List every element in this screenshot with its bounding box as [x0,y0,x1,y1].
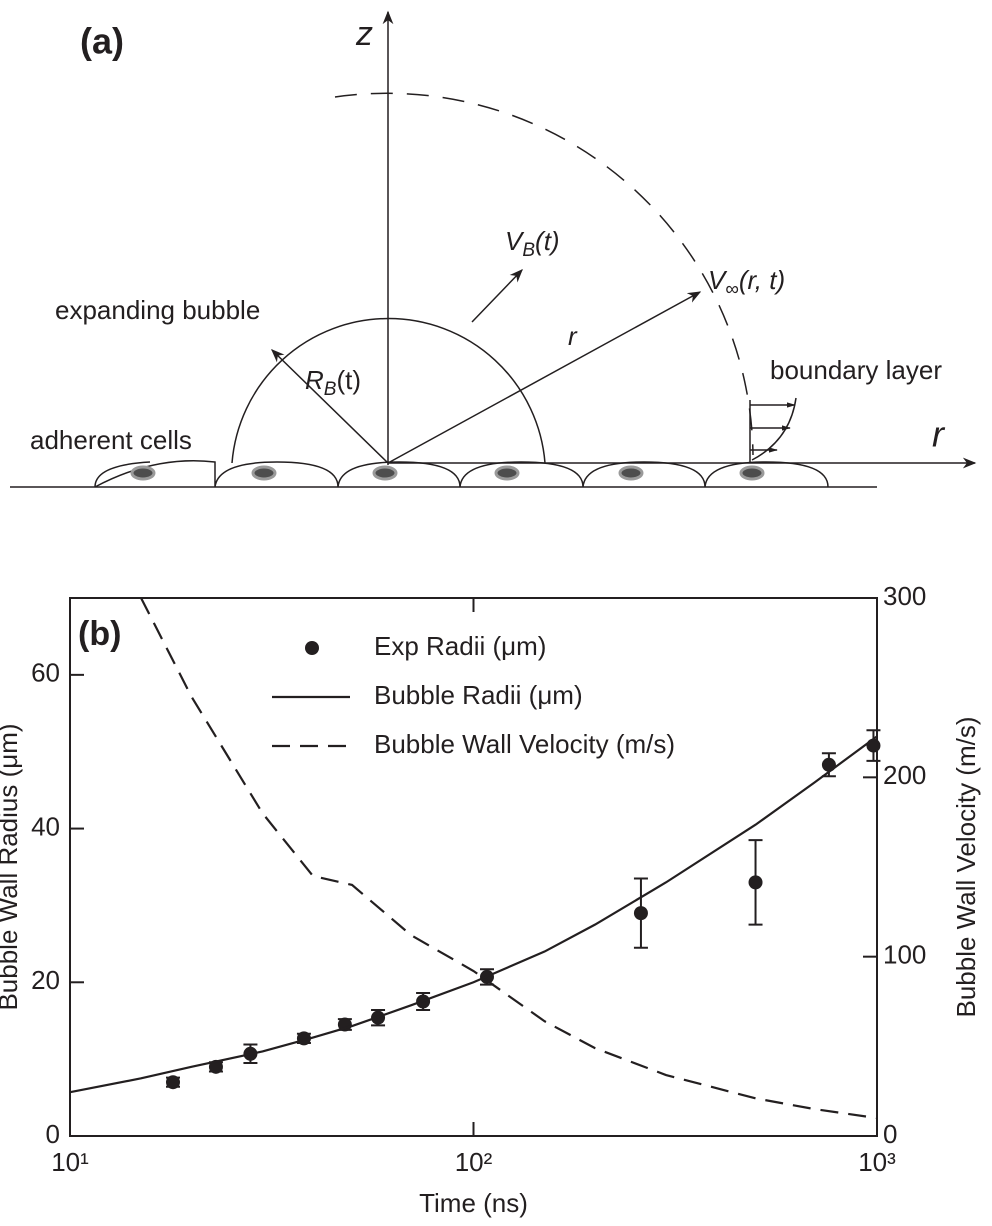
radius-arrow [271,349,389,464]
y2-tick-label: 100 [883,940,926,970]
series-line [69,735,878,1094]
panel-label: (a) [80,21,124,62]
wall-velocity-label: VB(t) [505,226,560,261]
panel-label: (b) [78,615,121,653]
y2-tick-label: 0 [883,1119,897,1149]
data-point [166,1075,181,1090]
argument: (t) [336,365,361,395]
y2-tick-label: 300 [883,581,926,611]
data-point [821,757,836,772]
y2-tick-label: 200 [883,760,926,790]
legend-label: Exp Radii (μm) [374,631,546,661]
argument: (t) [535,226,560,256]
y-axis-label: Bubble Wall Radius (μm) [0,723,23,1010]
cells-label: adherent cells [30,425,192,455]
radius-label: r [568,321,578,351]
x-tick-label: 10¹ [51,1147,89,1177]
legend-label: Bubble Wall Velocity (m/s) [374,729,675,759]
subscript: ∞ [725,279,739,300]
nuclei [130,465,765,481]
axis-label: r [932,414,946,455]
diagram [10,10,977,488]
symbol: V [505,226,525,256]
velocity-arrow [471,269,523,323]
x-tick-label: 10² [455,1147,493,1177]
bubble-radius-label: RB(t) [305,365,361,400]
series-line [140,597,878,1120]
bubble-label: expanding bubble [55,295,260,325]
symbol: V [708,265,728,295]
y-tick-label: 60 [31,658,60,688]
far-velocity-label: V∞(r, t) [708,265,785,300]
argument: (r, t) [739,265,785,295]
data-point [633,906,648,921]
legend-symbol [305,641,319,655]
data-point [748,875,763,890]
r-arrow [387,291,702,464]
cells [94,460,829,488]
y-tick-label: 40 [31,811,60,841]
subscript: B [522,240,535,261]
bubble [231,317,546,464]
x-tick-label: 10³ [858,1147,896,1177]
x-axis-label: Time (ns) [419,1188,528,1218]
y2-axis-label: Bubble Wall Velocity (m/s) [951,716,981,1017]
legend-label: Bubble Radii (μm) [374,680,583,710]
symbol: R [305,365,324,395]
y-tick-label: 20 [31,965,60,995]
data-point [866,738,881,753]
axis-label: z [355,15,373,53]
far-field [334,92,754,456]
subscript: B [324,379,337,400]
y-tick-label: 0 [46,1119,60,1149]
layer-label: boundary layer [770,355,942,385]
